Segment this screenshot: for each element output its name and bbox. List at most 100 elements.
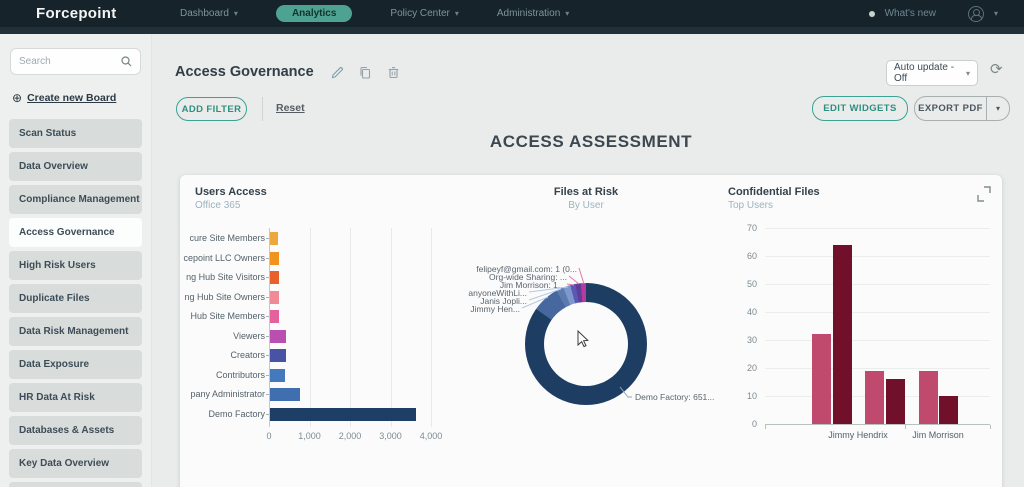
- edit-widgets-button[interactable]: EDIT WIDGETS: [812, 96, 908, 121]
- x-tick-label: 2,000: [338, 431, 362, 441]
- bar-jim-morrison-0[interactable]: [919, 370, 938, 424]
- access-assessment-panel: Users Access Office 365 Files at Risk By…: [180, 175, 1002, 487]
- sidebar-item-scan-status[interactable]: Scan Status: [9, 119, 142, 148]
- bar-creators[interactable]: [270, 349, 287, 362]
- main-content: Access Governance Auto update - Off ▾ ⟳ …: [152, 34, 1024, 487]
- sidebar-item-hr-data-at-risk[interactable]: HR Data At Risk: [9, 383, 142, 412]
- notification-dot-icon: [868, 10, 875, 17]
- sidebar-item-data-overview[interactable]: Data Overview: [9, 152, 142, 181]
- refresh-icon[interactable]: ⟳: [990, 61, 1003, 78]
- bar-label-text: pany Administrator: [190, 389, 265, 399]
- sidebar-search[interactable]: [10, 48, 141, 75]
- bar-pany-administrator[interactable]: [270, 388, 300, 401]
- auto-update-dropdown[interactable]: Auto update - Off ▾: [886, 60, 978, 86]
- bar-label-text: Contributors: [215, 369, 265, 380]
- donut-hole: [544, 302, 628, 386]
- divider: [986, 96, 987, 121]
- top-navbar: Forcepoint Dashboard ▾ Analytics Policy Cen…: [0, 0, 1024, 27]
- axis-tick: [266, 277, 269, 278]
- page-title: ACCESS ASSESSMENT: [489, 132, 693, 151]
- axis-tick: [266, 413, 269, 415]
- chevron-down-icon: ▾: [565, 9, 570, 18]
- bar-ng-hub-site-owners[interactable]: [270, 290, 279, 304]
- bar-hub-site-members[interactable]: [270, 310, 279, 323]
- y-tick-label: 20: [746, 363, 757, 373]
- gridline: [765, 340, 990, 341]
- sidebar-item-compliance-management[interactable]: Compliance Management: [9, 185, 142, 214]
- bar-viewers[interactable]: [270, 329, 287, 343]
- main-nav: Dashboard ▾ Analytics Policy Center ▾ Adminis…: [180, 5, 569, 22]
- gridline: [431, 228, 432, 427]
- chart1-subtitle: Office 365: [195, 200, 241, 211]
- chart1-title: Users Access: [195, 186, 267, 198]
- chart3-subtitle: Top Users: [728, 200, 774, 211]
- whats-new-link[interactable]: What's new: [884, 8, 936, 19]
- bar-cepoint-llc-owners[interactable]: [270, 251, 280, 265]
- x-tick-label: 1,000: [298, 431, 321, 441]
- bar-cure-site-members[interactable]: [270, 232, 279, 245]
- nav-item-dashboard[interactable]: Dashboard ▾: [180, 8, 238, 19]
- board-list: Scan Status Data Overview Compliance Manag…: [0, 119, 151, 487]
- gridline: [390, 228, 392, 427]
- sidebar-item-duplicate-files[interactable]: Duplicate Files: [9, 284, 142, 313]
- bar-label: cepoint LLC Owners: [180, 253, 265, 265]
- axis-tick: [990, 425, 991, 429]
- bar-label: Creators: [180, 350, 265, 362]
- nav-item-label: Administration: [496, 8, 561, 19]
- nav-item-label: Analytics: [291, 8, 337, 19]
- bar-jimmy-hendrix-1[interactable]: [833, 244, 852, 424]
- bar-demo-factory[interactable]: [270, 407, 416, 421]
- gridline: [765, 368, 990, 369]
- sidebar-item-partial[interactable]: [9, 482, 142, 487]
- bar-label-text: Hub Site Members: [190, 311, 265, 321]
- axis-tick: [905, 425, 906, 429]
- forcepoint-logo: Forcepoint: [36, 5, 117, 22]
- expand-icon[interactable]: [984, 186, 991, 193]
- chevron-down-icon[interactable]: ▾: [993, 9, 998, 18]
- bar-contributors[interactable]: [270, 368, 285, 382]
- axis-tick: [266, 257, 269, 259]
- bar-label: pany Administrator: [180, 389, 265, 401]
- bar-jimmy-hendrix-3[interactable]: [886, 379, 905, 424]
- x-tick-label: 4,000: [419, 431, 443, 441]
- user-avatar-icon[interactable]: [967, 5, 984, 22]
- callout-line: [578, 267, 585, 285]
- nav-item-administration[interactable]: Administration ▾: [497, 8, 569, 19]
- board-title: Access Governance: [175, 64, 314, 80]
- axis-tick: [765, 425, 766, 429]
- y-tick-label: 30: [746, 335, 757, 345]
- nav-item-policy-center[interactable]: Policy Center ▾: [390, 8, 458, 19]
- create-new-board-link[interactable]: ⊕ Create new Board: [12, 91, 117, 105]
- chevron-down-icon[interactable]: ▾: [995, 104, 1000, 113]
- sidebar-item-high-risk-users[interactable]: High Risk Users: [9, 251, 142, 280]
- sidebar-item-data-exposure[interactable]: Data Exposure: [9, 350, 142, 379]
- copy-board-icon[interactable]: [358, 64, 374, 80]
- x-tick-label: 3,000: [379, 431, 402, 441]
- export-pdf-button[interactable]: EXPORT PDF ▾: [914, 96, 1010, 121]
- sidebar-item-data-risk-management[interactable]: Data Risk Management: [9, 317, 142, 346]
- bar-jim-morrison-1[interactable]: [939, 396, 958, 424]
- chevron-down-icon: ▾: [965, 68, 970, 78]
- bar-jimmy-hendrix-2[interactable]: [865, 370, 884, 424]
- auto-update-value: Auto update - Off: [894, 62, 955, 84]
- reset-filters-link[interactable]: Reset: [276, 102, 305, 114]
- chevron-down-icon: ▾: [233, 9, 238, 18]
- expand-icon[interactable]: [977, 195, 984, 202]
- edit-board-icon[interactable]: [330, 64, 346, 80]
- sidebar-item-key-data-overview[interactable]: Key Data Overview: [9, 449, 142, 478]
- bar-jimmy-hendrix-0[interactable]: [812, 334, 831, 424]
- search-input[interactable]: [19, 56, 121, 67]
- nav-item-analytics[interactable]: Analytics: [275, 5, 353, 22]
- axis-tick: [266, 355, 269, 356]
- bar-ng-hub-site-visitors[interactable]: [270, 271, 280, 284]
- donut-callout-label: Jim Morrison: 1...: [499, 280, 565, 290]
- sidebar-item-access-governance[interactable]: Access Governance: [9, 218, 142, 247]
- delete-board-icon[interactable]: [386, 64, 402, 80]
- gridline: [350, 228, 351, 427]
- donut-callout-label: Janis Jopli...: [480, 296, 527, 306]
- add-filter-button[interactable]: ADD FILTER: [176, 97, 247, 121]
- sidebar-item-databases-assets[interactable]: Databases & Assets: [9, 416, 142, 445]
- gridline: [765, 312, 990, 313]
- gridline: [309, 228, 311, 427]
- category-label: Jim Morrison: [912, 430, 964, 440]
